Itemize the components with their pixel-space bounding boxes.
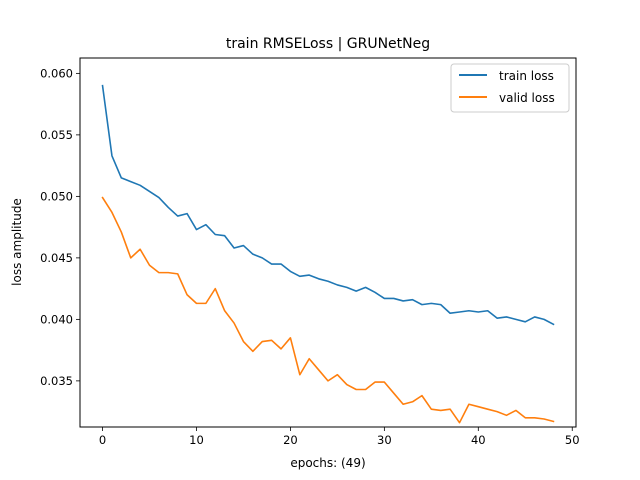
chart-title: train RMSELoss | GRUNetNeg (226, 36, 430, 52)
y-tick-label-0.040: 0.040 (40, 312, 73, 326)
legend-label-train-loss: train loss (499, 69, 554, 83)
y-tick-label-0.055: 0.055 (40, 128, 73, 142)
x-tick-label-30: 30 (377, 433, 392, 447)
y-tick-label-0.035: 0.035 (40, 374, 73, 388)
legend-label-valid-loss: valid loss (499, 91, 555, 105)
y-axis: 0.035 0.040 0.045 0.050 0.055 0.060 (40, 66, 80, 388)
x-tick-label-10: 10 (189, 433, 204, 447)
series-line-valid-loss (101, 196, 555, 424)
y-tick-label-0.060: 0.060 (40, 66, 73, 80)
y-axis-label: loss amplitude (10, 198, 24, 286)
x-tick-label-50: 50 (565, 433, 580, 447)
y-tick-label-0.050: 0.050 (40, 189, 73, 203)
plot-frame (79, 57, 577, 428)
x-axis: 0 10 20 30 40 50 (99, 427, 580, 447)
x-tick-label-0: 0 (99, 433, 106, 447)
series-layer (101, 84, 555, 424)
x-axis-label: epochs: (49) (290, 456, 365, 470)
x-tick-label-20: 20 (283, 433, 298, 447)
series-line-train-loss (101, 84, 555, 326)
x-tick-label-40: 40 (471, 433, 486, 447)
y-tick-label-0.045: 0.045 (40, 251, 73, 265)
legend: train loss valid loss (450, 63, 570, 113)
